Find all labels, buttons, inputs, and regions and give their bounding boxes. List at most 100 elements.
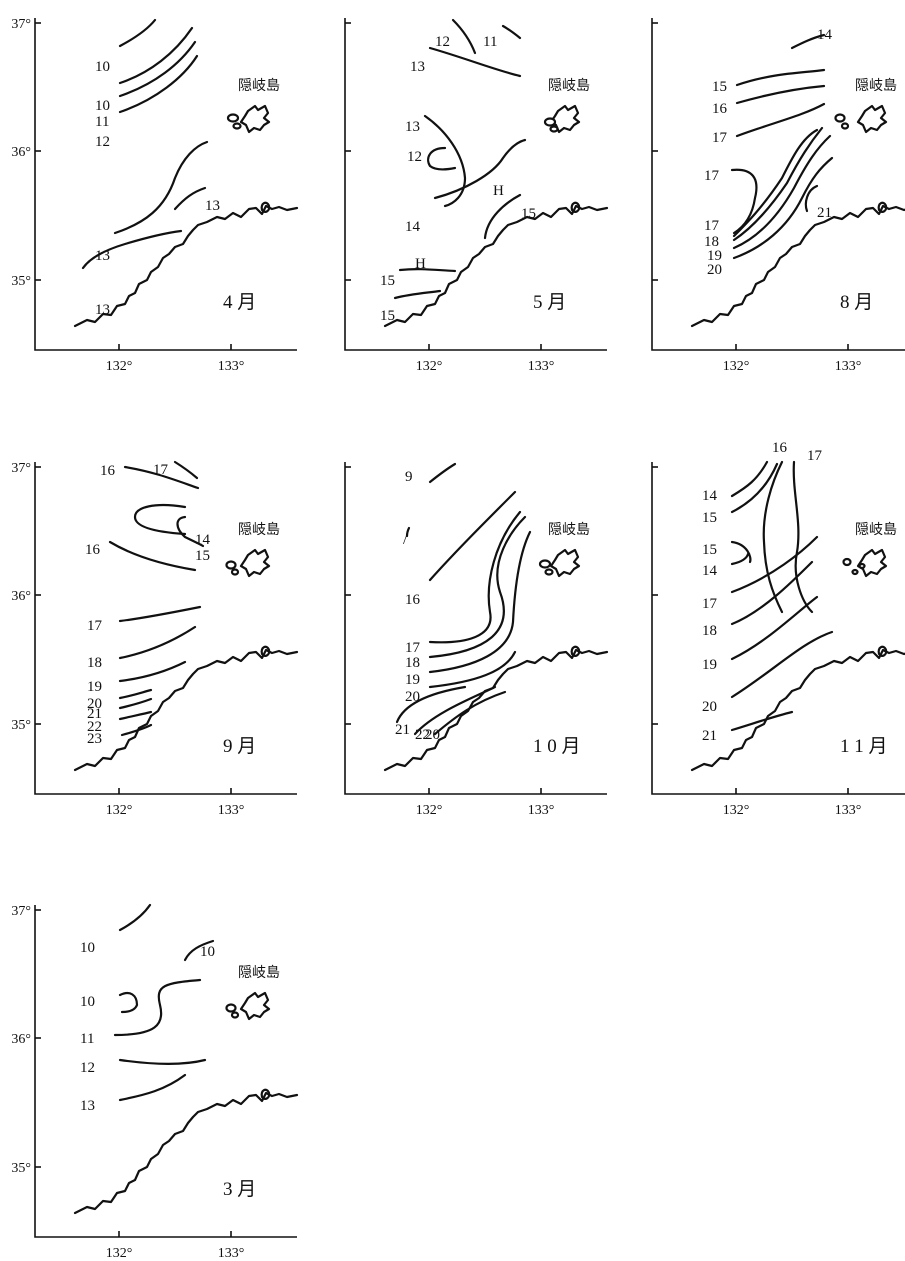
- oki-dozen-island: [840, 122, 850, 130]
- lon-tick-label: 132°: [106, 803, 133, 818]
- isotherm-line: [730, 595, 819, 661]
- isotherm-line: [176, 515, 205, 548]
- coastline: [690, 648, 905, 772]
- isotherm-label: 20: [405, 689, 420, 705]
- isotherm-label: 13: [405, 119, 420, 135]
- lon-tick-label: 133°: [835, 359, 862, 374]
- lon-tick-label: 133°: [218, 1246, 245, 1261]
- isotherm-line: [428, 510, 522, 644]
- month-label: 4 月: [223, 292, 256, 313]
- isotherm-label: 20: [707, 262, 722, 278]
- high-center-label: H: [493, 183, 504, 199]
- map-frame: [34, 462, 297, 795]
- isotherm-line: [118, 26, 194, 85]
- isotherm-line: [118, 903, 152, 932]
- isotherm-label: 12: [95, 134, 110, 150]
- isotherm-line: [735, 102, 826, 138]
- isotherm-line: [730, 710, 794, 732]
- map-frame: [344, 18, 607, 351]
- isotherm-line: [790, 33, 826, 50]
- oki-dozen-island: [538, 559, 552, 569]
- lon-tick-label: 132°: [723, 359, 750, 374]
- isotherm-line: [113, 978, 202, 1037]
- isotherm-label: 18: [702, 623, 717, 639]
- lon-tick-label: 133°: [218, 803, 245, 818]
- month-label: 3 月: [223, 1179, 256, 1200]
- isotherm-label: 16: [405, 592, 421, 608]
- oki-dogo-island: [549, 548, 581, 578]
- map-frame: [651, 18, 905, 351]
- isotherm-label: 18: [704, 234, 719, 250]
- isotherm-label: 13: [205, 198, 220, 214]
- isotherm-label: 17: [704, 218, 720, 234]
- isotherm-label: 19: [87, 679, 102, 695]
- isotherm-line: [118, 54, 199, 114]
- map-frame: [34, 18, 297, 351]
- map-panel: 37° 36° 35° 132° 133° 隠岐島 10 10 10 11 12 13 3 月: [11, 903, 299, 1261]
- isotherm-line: [735, 84, 826, 105]
- lat-tick-label: 37°: [11, 17, 31, 32]
- coast-inlet: [260, 645, 271, 657]
- isotherm-label: 15: [380, 308, 395, 324]
- isotherm-line: [428, 462, 457, 484]
- isotherm-line: [483, 193, 522, 240]
- isotherm-line: [730, 535, 819, 594]
- isotherm-label: 18: [405, 655, 420, 671]
- oki-dogo-island: [856, 104, 888, 134]
- isotherm-label: 17: [704, 168, 720, 184]
- lat-tick-label: 37°: [11, 461, 31, 476]
- oki-dozen-island: [858, 562, 866, 570]
- isotherm-label: 17: [807, 448, 823, 464]
- isotherm-line: [113, 140, 209, 235]
- coastline: [73, 204, 299, 328]
- oki-dozen-island: [230, 568, 240, 576]
- isotherm-line: [730, 460, 769, 498]
- oki-dozen-island: [544, 568, 554, 576]
- coastline: [73, 648, 299, 772]
- oki-dozen-island: [230, 1011, 240, 1019]
- lon-tick-label: 132°: [723, 803, 750, 818]
- isotherm-line: [735, 68, 826, 87]
- isotherm-line: [118, 710, 153, 721]
- isotherm-label: 15: [195, 548, 210, 564]
- isotherm-line: [451, 18, 477, 55]
- isotherm-line: [405, 526, 411, 538]
- isotherm-label: 13: [95, 302, 110, 318]
- isotherm-line: [118, 688, 153, 700]
- isotherm-label: 14: [702, 488, 718, 504]
- isotherm-line: [118, 1058, 207, 1065]
- isotherm-line: [792, 460, 814, 614]
- isotherm-label: 17: [712, 130, 728, 146]
- isotherm-label: 19: [707, 248, 722, 264]
- isotherm-label: 16: [712, 101, 728, 117]
- lon-tick-label: 133°: [218, 359, 245, 374]
- isotherm-line: [428, 46, 522, 78]
- isotherm-label: 20: [87, 696, 102, 712]
- isotherm-label: 16: [85, 542, 101, 558]
- isotherm-line: [732, 126, 824, 242]
- coastline: [383, 204, 609, 328]
- isotherm-label: 15: [712, 79, 727, 95]
- isotherm-line: [118, 40, 197, 98]
- map-panel: 132° 133° 隠岐島 12 11 13 13 12 14 15 15 15 H H 5 月: [344, 18, 609, 374]
- isotherm-line: [393, 289, 442, 300]
- map-frame: [651, 462, 905, 795]
- high-center-label: H: [415, 256, 426, 272]
- oki-dozen-island: [226, 113, 240, 123]
- oki-dozen-island: [834, 113, 846, 123]
- isotherm-line: [173, 460, 199, 480]
- isotherm-label: 10: [80, 940, 95, 956]
- coast-inlet: [260, 201, 271, 213]
- oki-dozen-island: [225, 560, 237, 570]
- oki-dozen-island: [549, 125, 559, 133]
- isotherm-label: 12: [80, 1060, 95, 1076]
- isotherm-label: 23: [87, 731, 102, 747]
- lon-tick-label: 133°: [835, 803, 862, 818]
- isotherm-line: [732, 134, 832, 250]
- isotherm-label: 16: [100, 463, 116, 479]
- isotherm-line: [413, 685, 497, 736]
- isotherm-label: 11: [95, 114, 109, 130]
- isotherm-line: [428, 490, 517, 582]
